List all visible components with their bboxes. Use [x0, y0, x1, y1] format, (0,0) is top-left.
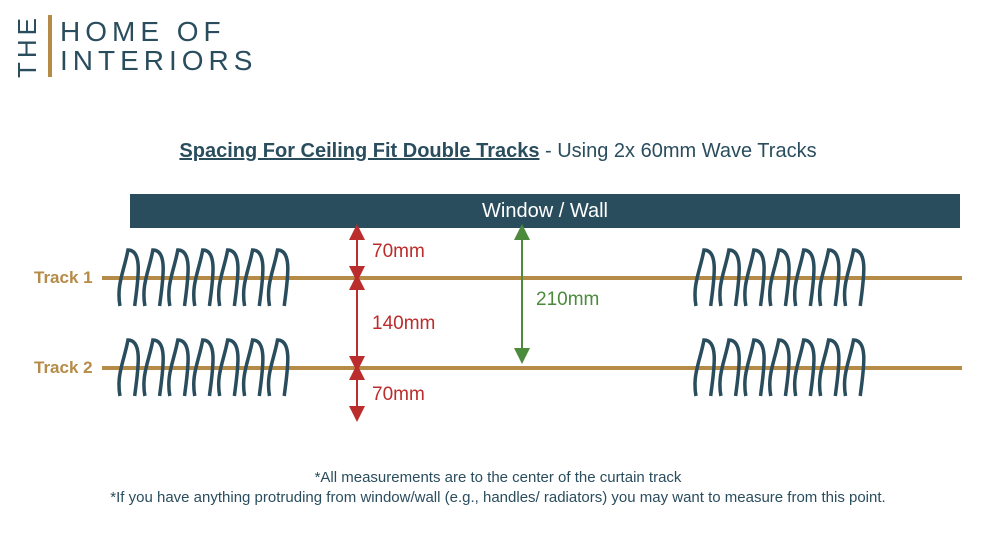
- footnotes: *All measurements are to the center of t…: [0, 468, 996, 509]
- dim-140mm: 140mm: [372, 313, 435, 335]
- dim-70mm-bottom: 70mm: [372, 384, 425, 406]
- dim-210mm: 210mm: [536, 289, 599, 311]
- dimension-arrows: [0, 0, 996, 541]
- dim-70mm-top: 70mm: [372, 241, 425, 263]
- footnote-1: *All measurements are to the center of t…: [0, 468, 996, 488]
- footnote-2: *If you have anything protruding from wi…: [0, 488, 996, 508]
